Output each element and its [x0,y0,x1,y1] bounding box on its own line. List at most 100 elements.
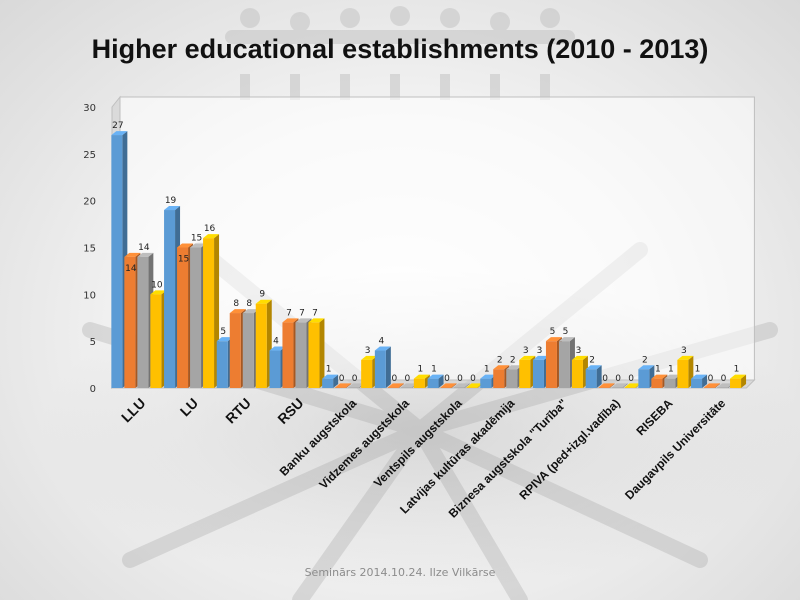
bar-top [361,355,378,360]
y-tick-label: 5 [90,337,96,348]
data-label: 16 [204,224,216,234]
bar-top [413,374,430,379]
y-tick-label: 20 [83,197,96,208]
data-label: 2 [642,355,648,365]
bar-front [519,359,531,388]
bar-front [361,359,373,388]
bar-side [346,383,352,388]
y-axis: 0 5 10 15 20 25 30 [83,103,96,395]
bar-front [427,378,439,388]
bar-top [677,355,694,360]
data-label: 5 [563,327,569,337]
bar [387,383,404,388]
bar-top [717,383,734,388]
bar-top [269,346,286,351]
bar-front [545,341,557,388]
x-category-label: LU [177,395,202,420]
bar-top [545,337,562,342]
x-category-label: Daugavpils Universitāte [622,396,728,502]
data-label: 9 [259,290,265,300]
bar-front [295,322,307,388]
bar-top [400,383,417,388]
bar-top [664,374,681,379]
bar-front [335,387,347,388]
bar-top [111,131,128,136]
bar-front [308,322,320,388]
data-label: 27 [112,121,123,131]
x-category-label: Vidzemes augstskola [316,396,412,492]
bar-front [216,341,228,388]
bar-side [451,383,457,388]
bar-front [440,387,452,388]
bar-front [203,238,215,388]
bar-top [282,318,299,323]
bar [335,383,352,388]
bar-front [611,387,623,388]
bar-top [440,383,457,388]
bar [203,234,220,388]
bar-front [269,350,281,388]
bar-top [651,374,668,379]
bar [322,374,339,388]
bar-front [400,387,412,388]
bar-front [532,359,544,388]
bar-top [691,374,708,379]
data-label: 5 [550,327,556,337]
bar-top [164,206,181,211]
bar [677,355,694,388]
bar-side [715,383,721,388]
data-label: 19 [165,196,177,206]
bar-front [387,387,399,388]
data-label: 3 [537,346,543,356]
bar-top [242,309,259,314]
bar-front [506,369,518,388]
bar-front [229,313,241,388]
data-label: 0 [339,374,345,384]
data-label: 0 [708,374,714,384]
bar-front [571,359,583,388]
data-label: 1 [695,365,701,375]
bar-front [585,369,597,388]
bar [730,374,747,388]
bar-top [190,243,207,248]
data-label: 1 [734,365,740,375]
bar-top [598,383,615,388]
bar-front [124,256,136,388]
bar-top [295,318,312,323]
bar-front [348,387,360,388]
data-label: 1 [326,365,332,375]
bar-top [466,383,483,388]
data-label: 0 [444,374,450,384]
bar-front [137,256,149,388]
data-label: 0 [602,374,608,384]
bar-side [319,318,325,388]
bar-top [532,355,549,360]
data-label: 7 [286,308,292,318]
data-label: 1 [668,365,674,375]
x-category-label: RISEBA [634,396,676,438]
bar-front [322,378,334,388]
data-label: 3 [523,346,529,356]
data-label: 7 [312,308,318,318]
data-label: 0 [721,374,727,384]
slide-title: Higher educational establishments (2010 … [91,34,709,64]
bar-top [480,374,497,379]
bar-front [413,378,425,388]
bar-top [387,383,404,388]
bar-top [335,383,352,388]
data-label: 15 [178,255,189,265]
bar-top [506,365,523,370]
bar-front [664,378,676,388]
bar-front [466,387,478,388]
bar [519,355,536,388]
bar-front [493,369,505,388]
bar [611,383,628,388]
bar-front [624,387,636,388]
bar-top [519,355,536,360]
data-label: 4 [273,337,279,347]
data-label: 8 [233,299,239,309]
bar-side [741,374,747,388]
data-label: 0 [628,374,634,384]
bar [585,365,602,388]
data-label: 8 [246,299,252,309]
